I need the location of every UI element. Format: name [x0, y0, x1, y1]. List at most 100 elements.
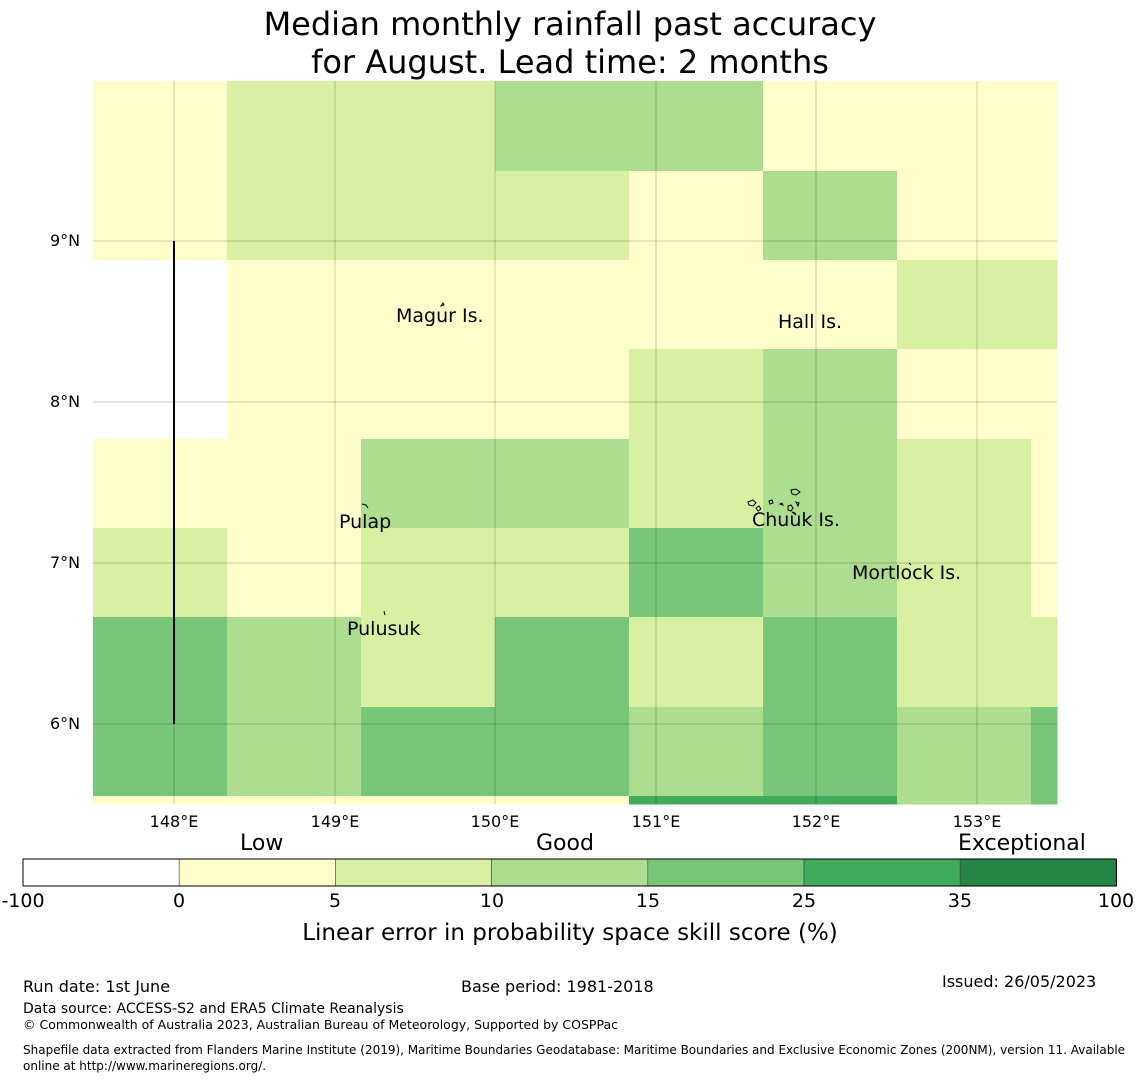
grid-cell — [93, 528, 228, 618]
colorbar-tick-15: 15 — [635, 890, 661, 912]
grid-cell — [897, 260, 1032, 350]
grid-cell — [1031, 349, 1058, 440]
grid-cell — [897, 528, 1032, 618]
lat-label-6n: 6°N — [50, 714, 81, 733]
chuuk-island-shapes — [747, 488, 801, 516]
pulap-island-shape — [361, 503, 369, 509]
lon-label-152e: 152°E — [791, 812, 841, 831]
grid-cell — [763, 171, 898, 261]
colorbar-tick-5: 5 — [328, 890, 342, 912]
grid-cell — [361, 796, 496, 805]
colorbar-category-good: Good — [536, 831, 594, 856]
base-period: Base period: 1981-2018 — [461, 977, 654, 996]
colorbar-segment — [491, 858, 649, 887]
grid-cell — [1031, 439, 1058, 529]
mortlock-island-shape — [908, 562, 912, 566]
place-label-mortlock: Mortlock Is. — [852, 562, 962, 584]
grid-cell — [227, 81, 362, 172]
grid-cell — [495, 260, 630, 350]
lon-label-150e: 150°E — [470, 812, 520, 831]
grid-cell — [763, 707, 898, 797]
grid-cell — [361, 171, 496, 261]
place-label-pulap: Pulap — [339, 511, 392, 533]
grid-cell — [495, 796, 630, 805]
colorbar-tick-100: 100 — [1097, 890, 1135, 912]
place-label-hall: Hall Is. — [778, 311, 843, 333]
grid-cell — [361, 528, 496, 618]
grid-cell — [361, 81, 496, 172]
grid-cell — [763, 349, 898, 440]
colorbar-label: Linear error in probability space skill … — [302, 920, 838, 946]
grid-cell — [1031, 796, 1058, 805]
grid-cell — [227, 617, 362, 708]
lon-label-148e: 148°E — [149, 812, 199, 831]
grid-cell — [93, 260, 228, 350]
grid-cell — [361, 707, 496, 797]
grid-cell — [227, 171, 362, 261]
island-outlines — [361, 302, 912, 616]
grid-cell — [227, 260, 362, 350]
grid-cell — [897, 439, 1032, 529]
grid-cell — [93, 81, 228, 172]
grid-cell — [361, 439, 496, 529]
grid-cell — [361, 349, 496, 440]
grid-cell — [93, 796, 228, 805]
grid-cell — [495, 171, 630, 261]
colorbar-category-exceptional: Exceptional — [958, 831, 1086, 856]
grid-cell — [93, 707, 228, 797]
lon-label-151e: 151°E — [631, 812, 681, 831]
grid-cell — [629, 617, 764, 708]
grid-cell — [897, 81, 1032, 172]
lat-label-9n: 9°N — [50, 231, 81, 250]
colorbar-segment — [335, 858, 492, 887]
grid-cell — [495, 528, 630, 618]
grid-cell — [495, 707, 630, 797]
colorbar-tick-25: 25 — [791, 890, 817, 912]
lon-label-149e: 149°E — [310, 812, 360, 831]
shapefile-attribution: Shapefile data extracted from Flanders M… — [23, 1043, 1126, 1073]
map-title-line-1: Median monthly rainfall past accuracy — [263, 5, 877, 43]
colorbar-category-low: Low — [240, 831, 284, 856]
grid-cell — [361, 260, 496, 350]
colorbar-segment — [22, 858, 180, 887]
grid-cell — [629, 349, 764, 440]
grid-cell — [629, 439, 764, 529]
map-title-line-2: for August. Lead time: 2 months — [311, 43, 829, 81]
place-label-chuuk: Chuuk Is. — [752, 509, 840, 531]
run-date: Run date: 1st June — [23, 977, 171, 996]
grid-cell — [629, 796, 764, 805]
place-label-magur: Magur Is. — [396, 305, 484, 327]
grid-cell — [897, 707, 1032, 797]
grid-cell — [227, 796, 362, 805]
data-source: Data source: ACCESS-S2 and ERA5 Climate … — [23, 1001, 404, 1017]
colorbar-segment — [647, 858, 805, 887]
colorbar-frame — [22, 858, 1117, 887]
grid-cell — [227, 349, 362, 440]
copyright-notice: © Commonwealth of Australia 2023, Austra… — [23, 1017, 618, 1032]
colorbar-segment — [803, 858, 961, 887]
grid-cell — [763, 528, 898, 618]
colorbar-tick-neg100: -100 — [1, 890, 45, 912]
pulusuk-island-shape — [383, 610, 386, 616]
grid-cell — [1031, 707, 1058, 797]
grid-cell — [897, 349, 1032, 440]
grid-cell — [93, 349, 228, 440]
grid-cell — [629, 528, 764, 618]
lon-label-153e: 153°E — [952, 812, 1002, 831]
grid-cell — [763, 439, 898, 529]
grid-cell — [227, 528, 362, 618]
grid-cell — [763, 617, 898, 708]
colorbar-tick-0: 0 — [172, 890, 186, 912]
grid-cell — [1031, 617, 1058, 708]
grid-cell — [629, 171, 764, 261]
grid-cell — [763, 260, 898, 350]
grid-cell — [897, 171, 1032, 261]
magur-island-shape — [439, 302, 445, 307]
lat-label-7n: 7°N — [50, 553, 81, 572]
skill-grid-cells — [93, 81, 1058, 805]
grid-cell — [897, 617, 1032, 708]
grid-cell — [227, 439, 362, 529]
grid-cell — [1031, 528, 1058, 618]
grid-cell — [1031, 81, 1058, 172]
